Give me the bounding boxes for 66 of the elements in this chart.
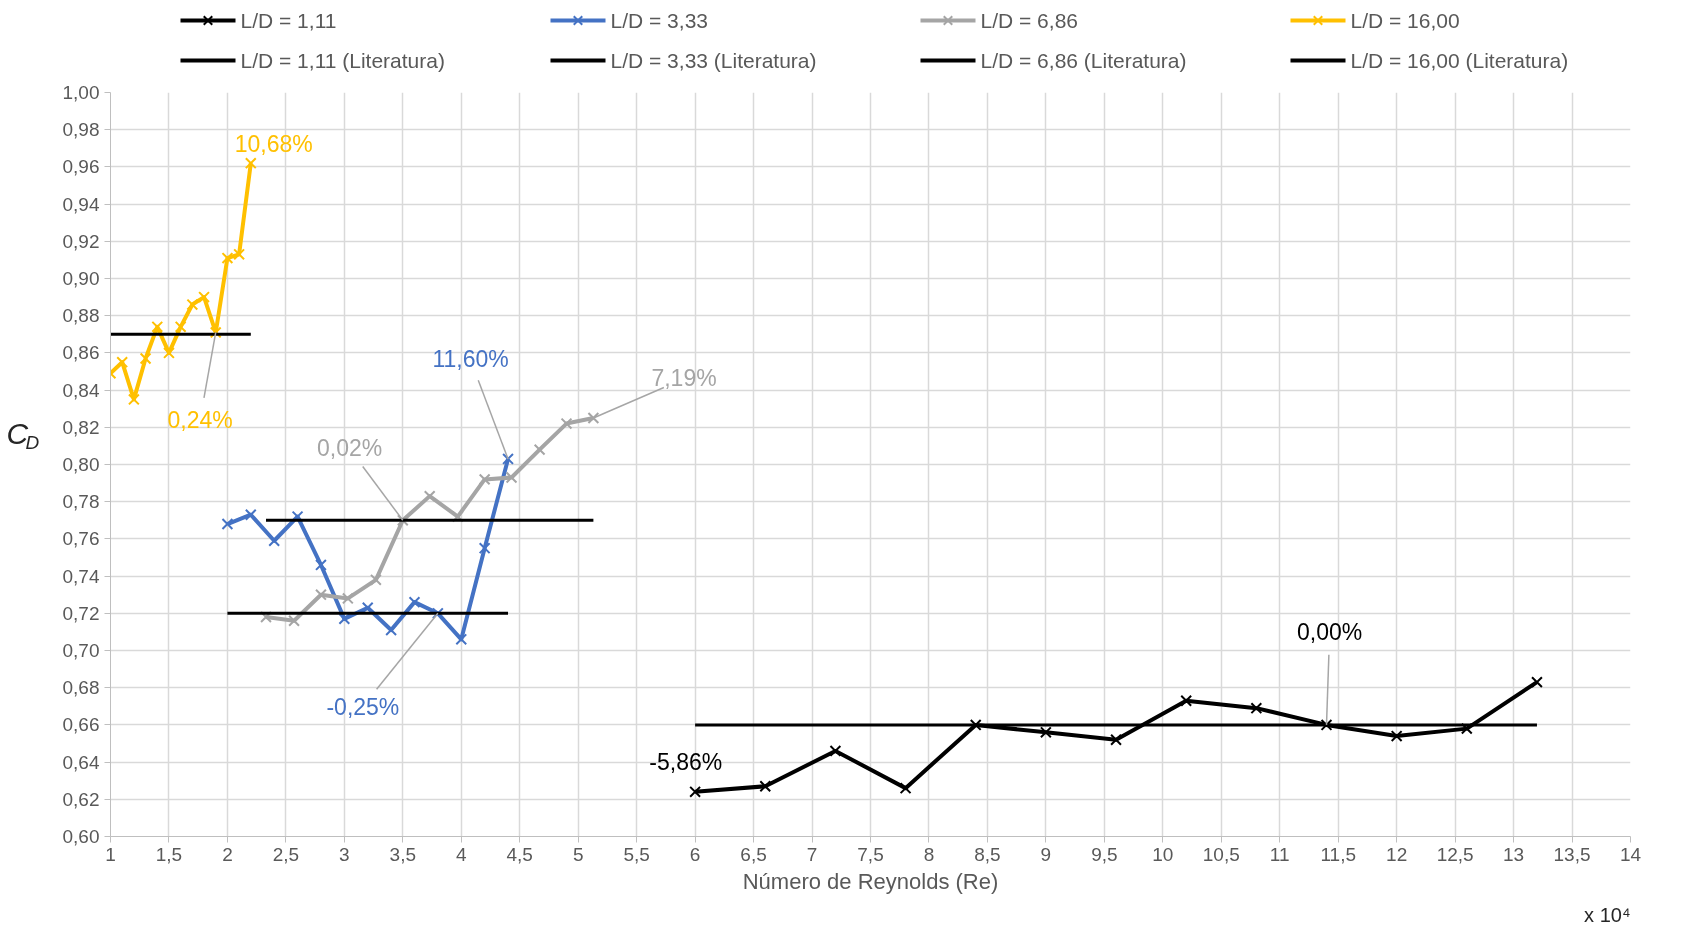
x-tick-label: 5 xyxy=(572,843,584,865)
annotation: -0,25% xyxy=(326,694,400,721)
annotation: 0,02% xyxy=(317,435,383,462)
y-tick-label: 0,64 xyxy=(62,751,100,773)
text: x 10⁴ xyxy=(1584,903,1631,926)
annotation: 11,60% xyxy=(432,345,509,372)
y-tick-label: 0,78 xyxy=(62,491,100,513)
x-axis-title: Número de Reynolds (Re) xyxy=(742,868,999,894)
x-tick-label: 4 xyxy=(455,843,467,865)
y-tick-label: 0,94 xyxy=(62,193,100,215)
y-tick-label: 0,76 xyxy=(62,528,100,550)
y-tick-label: 0,96 xyxy=(62,156,100,178)
y-tick-label: 1,00 xyxy=(62,82,100,103)
x-tick-label: 7,5 xyxy=(857,843,884,865)
x-tick-label: 12 xyxy=(1386,843,1408,865)
x-tick-label: 13,5 xyxy=(1553,843,1591,865)
legend-label: L/D = 1,11 xyxy=(240,9,337,32)
y-tick-label: 0,60 xyxy=(62,826,100,847)
x-tick-label: 10 xyxy=(1152,843,1174,865)
y-tick-label: 0,70 xyxy=(62,640,100,661)
y-tick-label: 0,86 xyxy=(62,342,100,364)
annotation: 7,19% xyxy=(651,365,717,392)
legend-label: L/D = 3,33 xyxy=(610,9,708,32)
legend-label: L/D = 1,11 (Literatura) xyxy=(240,49,445,72)
x-tick-label: 9 xyxy=(1040,843,1052,865)
x-tick-label: 10,5 xyxy=(1202,843,1240,865)
y-tick-label: 0,72 xyxy=(62,602,100,624)
annotation: 0,24% xyxy=(167,406,233,433)
annotation: 10,68% xyxy=(234,131,313,158)
y-tick-label: 0,82 xyxy=(62,416,100,438)
x-tick-label: 2 xyxy=(222,843,233,865)
legend-label: L/D = 16,00 (Literatura) xyxy=(1350,49,1569,72)
x-tick-label: 14 xyxy=(1619,843,1642,865)
x-tick-label: 11 xyxy=(1269,843,1290,865)
y-tick-label: 0,80 xyxy=(62,454,100,475)
legend-label: L/D = 6,86 (Literatura) xyxy=(980,49,1187,72)
x-tick-label: 2,5 xyxy=(272,843,300,865)
x-tick-label: 6,5 xyxy=(740,843,767,865)
x-tick-label: 5,5 xyxy=(623,843,650,865)
x-tick-label: 7 xyxy=(806,843,818,865)
x-tick-label: 4,5 xyxy=(506,843,533,865)
x-tick-label: 13 xyxy=(1503,843,1525,865)
x-tick-label: 1,5 xyxy=(155,843,183,865)
x-tick-label: 8,5 xyxy=(974,843,1001,865)
legend-label: L/D = 3,33 (Literatura) xyxy=(610,49,817,72)
y-tick-label: 0,92 xyxy=(62,230,100,252)
legend-label: L/D = 6,86 xyxy=(980,9,1078,32)
y-tick-label: 0,98 xyxy=(62,119,100,141)
x-tick-label: 12,5 xyxy=(1436,843,1474,865)
legend-label: L/D = 16,00 xyxy=(1350,9,1460,32)
x-tick-label: 6 xyxy=(689,843,701,865)
x-tick-label: 3 xyxy=(339,843,350,865)
x-tick-label: 9,5 xyxy=(1091,843,1118,865)
x-tick-label: 11,5 xyxy=(1320,843,1356,865)
x-tick-label: 3,5 xyxy=(389,843,417,865)
y-tick-label: 0,68 xyxy=(62,677,100,699)
y-tick-label: 0,66 xyxy=(62,714,100,736)
y-tick-label: 0,62 xyxy=(62,788,100,810)
y-tick-label: 0,88 xyxy=(62,305,100,327)
x-tick-label: 8 xyxy=(923,843,935,865)
y-tick-label: 0,74 xyxy=(62,565,100,587)
x-tick-label: 1 xyxy=(105,843,116,865)
y-tick-label: 0,84 xyxy=(62,379,100,401)
annotation: -5,86% xyxy=(649,748,723,775)
annotation: 0,00% xyxy=(1297,619,1363,646)
y-tick-label: 0,90 xyxy=(62,268,100,289)
